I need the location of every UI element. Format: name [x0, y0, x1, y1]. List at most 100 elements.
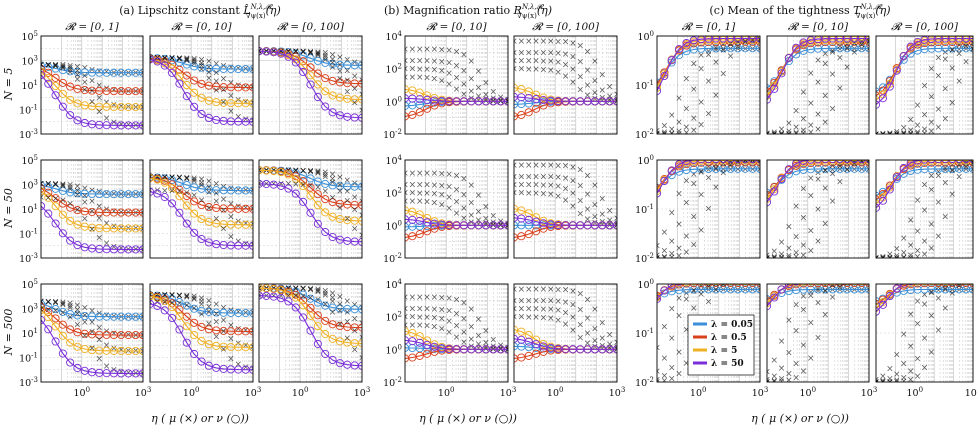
marker-nu: [299, 313, 308, 322]
marker-mu: ×: [37, 61, 45, 71]
marker-mu: ×: [198, 62, 206, 72]
marker-mu: ×: [255, 47, 263, 57]
marker-mu: ×: [562, 38, 570, 48]
x-tick-label: 100: [907, 386, 924, 399]
marker-nu: [822, 276, 829, 283]
marker-mu: ×: [103, 341, 111, 351]
marker-mu: ×: [807, 99, 815, 109]
marker-mu: ×: [154, 54, 162, 64]
marker-mu: ×: [467, 181, 475, 191]
marker-mu: ×: [599, 318, 607, 328]
marker-mu: ×: [52, 180, 60, 190]
marker-nu: [299, 301, 308, 310]
marker-mu: ×: [117, 368, 125, 378]
marker-mu: ×: [96, 214, 104, 224]
marker-mu: ×: [220, 345, 228, 355]
x-tick-label: 103: [245, 386, 262, 399]
y-tick-label: 10-1: [635, 327, 654, 340]
marker-nu: [949, 276, 956, 283]
marker-nu: [44, 307, 53, 317]
marker-mu: ×: [416, 57, 424, 67]
marker-mu: ×: [690, 304, 698, 314]
marker-mu: ×: [547, 49, 555, 59]
marker-mu: ×: [490, 342, 498, 352]
marker-mu: ×: [96, 93, 104, 103]
marker-nu: [175, 305, 184, 314]
marker-mu: ×: [176, 173, 184, 183]
marker-mu: ×: [401, 189, 409, 199]
marker-mu: ×: [935, 294, 943, 304]
marker-nu: [915, 284, 920, 285]
marker-nu: [204, 340, 213, 349]
marker-mu: ×: [132, 245, 140, 255]
marker-nu: [306, 208, 315, 217]
marker-mu: ×: [948, 190, 956, 200]
marker-nu: [408, 207, 417, 216]
marker-mu: ×: [351, 179, 359, 189]
marker-mu: ×: [117, 69, 125, 79]
marker-nu: [277, 294, 286, 303]
marker-mu: ×: [255, 47, 263, 57]
marker-mu: ×: [532, 37, 540, 47]
marker-mu: ×: [59, 181, 67, 191]
marker-mu: ×: [690, 212, 698, 222]
marker-nu: [524, 87, 533, 96]
marker-nu: [969, 276, 976, 283]
marker-nu: [299, 197, 308, 206]
subplot-c-r1-c2: × × ××××××× × × × × × ×× × × × ××××××× × × × ×× × × × × × ××××…: [875, 159, 974, 259]
axes-frame: [149, 283, 254, 383]
marker-mu: ×: [37, 60, 45, 70]
marker-mu: ×: [453, 296, 461, 306]
marker-mu: ×: [358, 333, 366, 343]
marker-mu: ×: [942, 179, 950, 189]
marker-mu: ×: [358, 181, 366, 191]
marker-mu: ×: [190, 304, 198, 314]
marker-mu: ×: [800, 306, 808, 316]
marker-mu: ×: [110, 242, 118, 252]
marker-mu: ×: [409, 73, 417, 83]
marker-mu: ×: [139, 369, 147, 379]
series-line: [150, 177, 253, 226]
marker-mu: ×: [921, 206, 929, 216]
marker-mu: ×: [314, 50, 322, 60]
marker-mu: ×: [212, 86, 220, 96]
marker-mu: ×: [445, 307, 453, 317]
axes-frame: [149, 159, 254, 259]
marker-mu: ×: [37, 179, 45, 189]
marker-mu: ×: [814, 205, 822, 215]
marker-nu: [58, 331, 67, 340]
marker-mu: ×: [467, 335, 475, 345]
marker-mu: ×: [705, 173, 713, 183]
marker-mu: ×: [139, 87, 147, 97]
subplot-a-r0-c1: × × × × × × × × × × × × × × ×× × × × × × × × ××× × × × ×× × × × × × × ×××…: [149, 35, 254, 135]
row-label-n5: N = 5: [2, 68, 15, 102]
marker-mu: ×: [96, 233, 104, 243]
marker-nu: [321, 316, 330, 325]
marker-mu: ×: [591, 181, 599, 191]
y-tick-label: 10-1: [635, 203, 654, 216]
marker-mu: ×: [183, 56, 191, 66]
marker-mu: ×: [569, 39, 577, 49]
marker-mu: ×: [401, 45, 409, 55]
marker-mu: ×: [438, 200, 446, 210]
marker-mu: ×: [351, 58, 359, 68]
marker-mu: ×: [401, 293, 409, 303]
marker-mu: ×: [712, 183, 720, 193]
marker-nu: [517, 110, 526, 119]
marker-mu: ×: [460, 175, 468, 185]
marker-nu: [197, 214, 206, 224]
marker-mu: ×: [307, 285, 315, 295]
marker-nu: [284, 52, 293, 61]
marker-mu: ×: [45, 61, 53, 71]
marker-mu: ×: [344, 197, 352, 207]
marker-mu: ×: [907, 216, 915, 226]
marker-nu: [684, 284, 689, 285]
marker-mu: ×: [490, 221, 498, 231]
marker-mu: ×: [697, 121, 705, 131]
marker-mu: ×: [438, 191, 446, 201]
subplot-a-r1-c2: × × × × × × × × × × × × × × ×× × × × × × × × × × ×××× ×× × × × × × × × × ×…: [258, 159, 366, 259]
marker-mu: ×: [935, 232, 943, 242]
marker-nu: [306, 311, 315, 320]
marker-mu: ×: [329, 297, 337, 307]
marker-mu: ×: [445, 328, 453, 338]
